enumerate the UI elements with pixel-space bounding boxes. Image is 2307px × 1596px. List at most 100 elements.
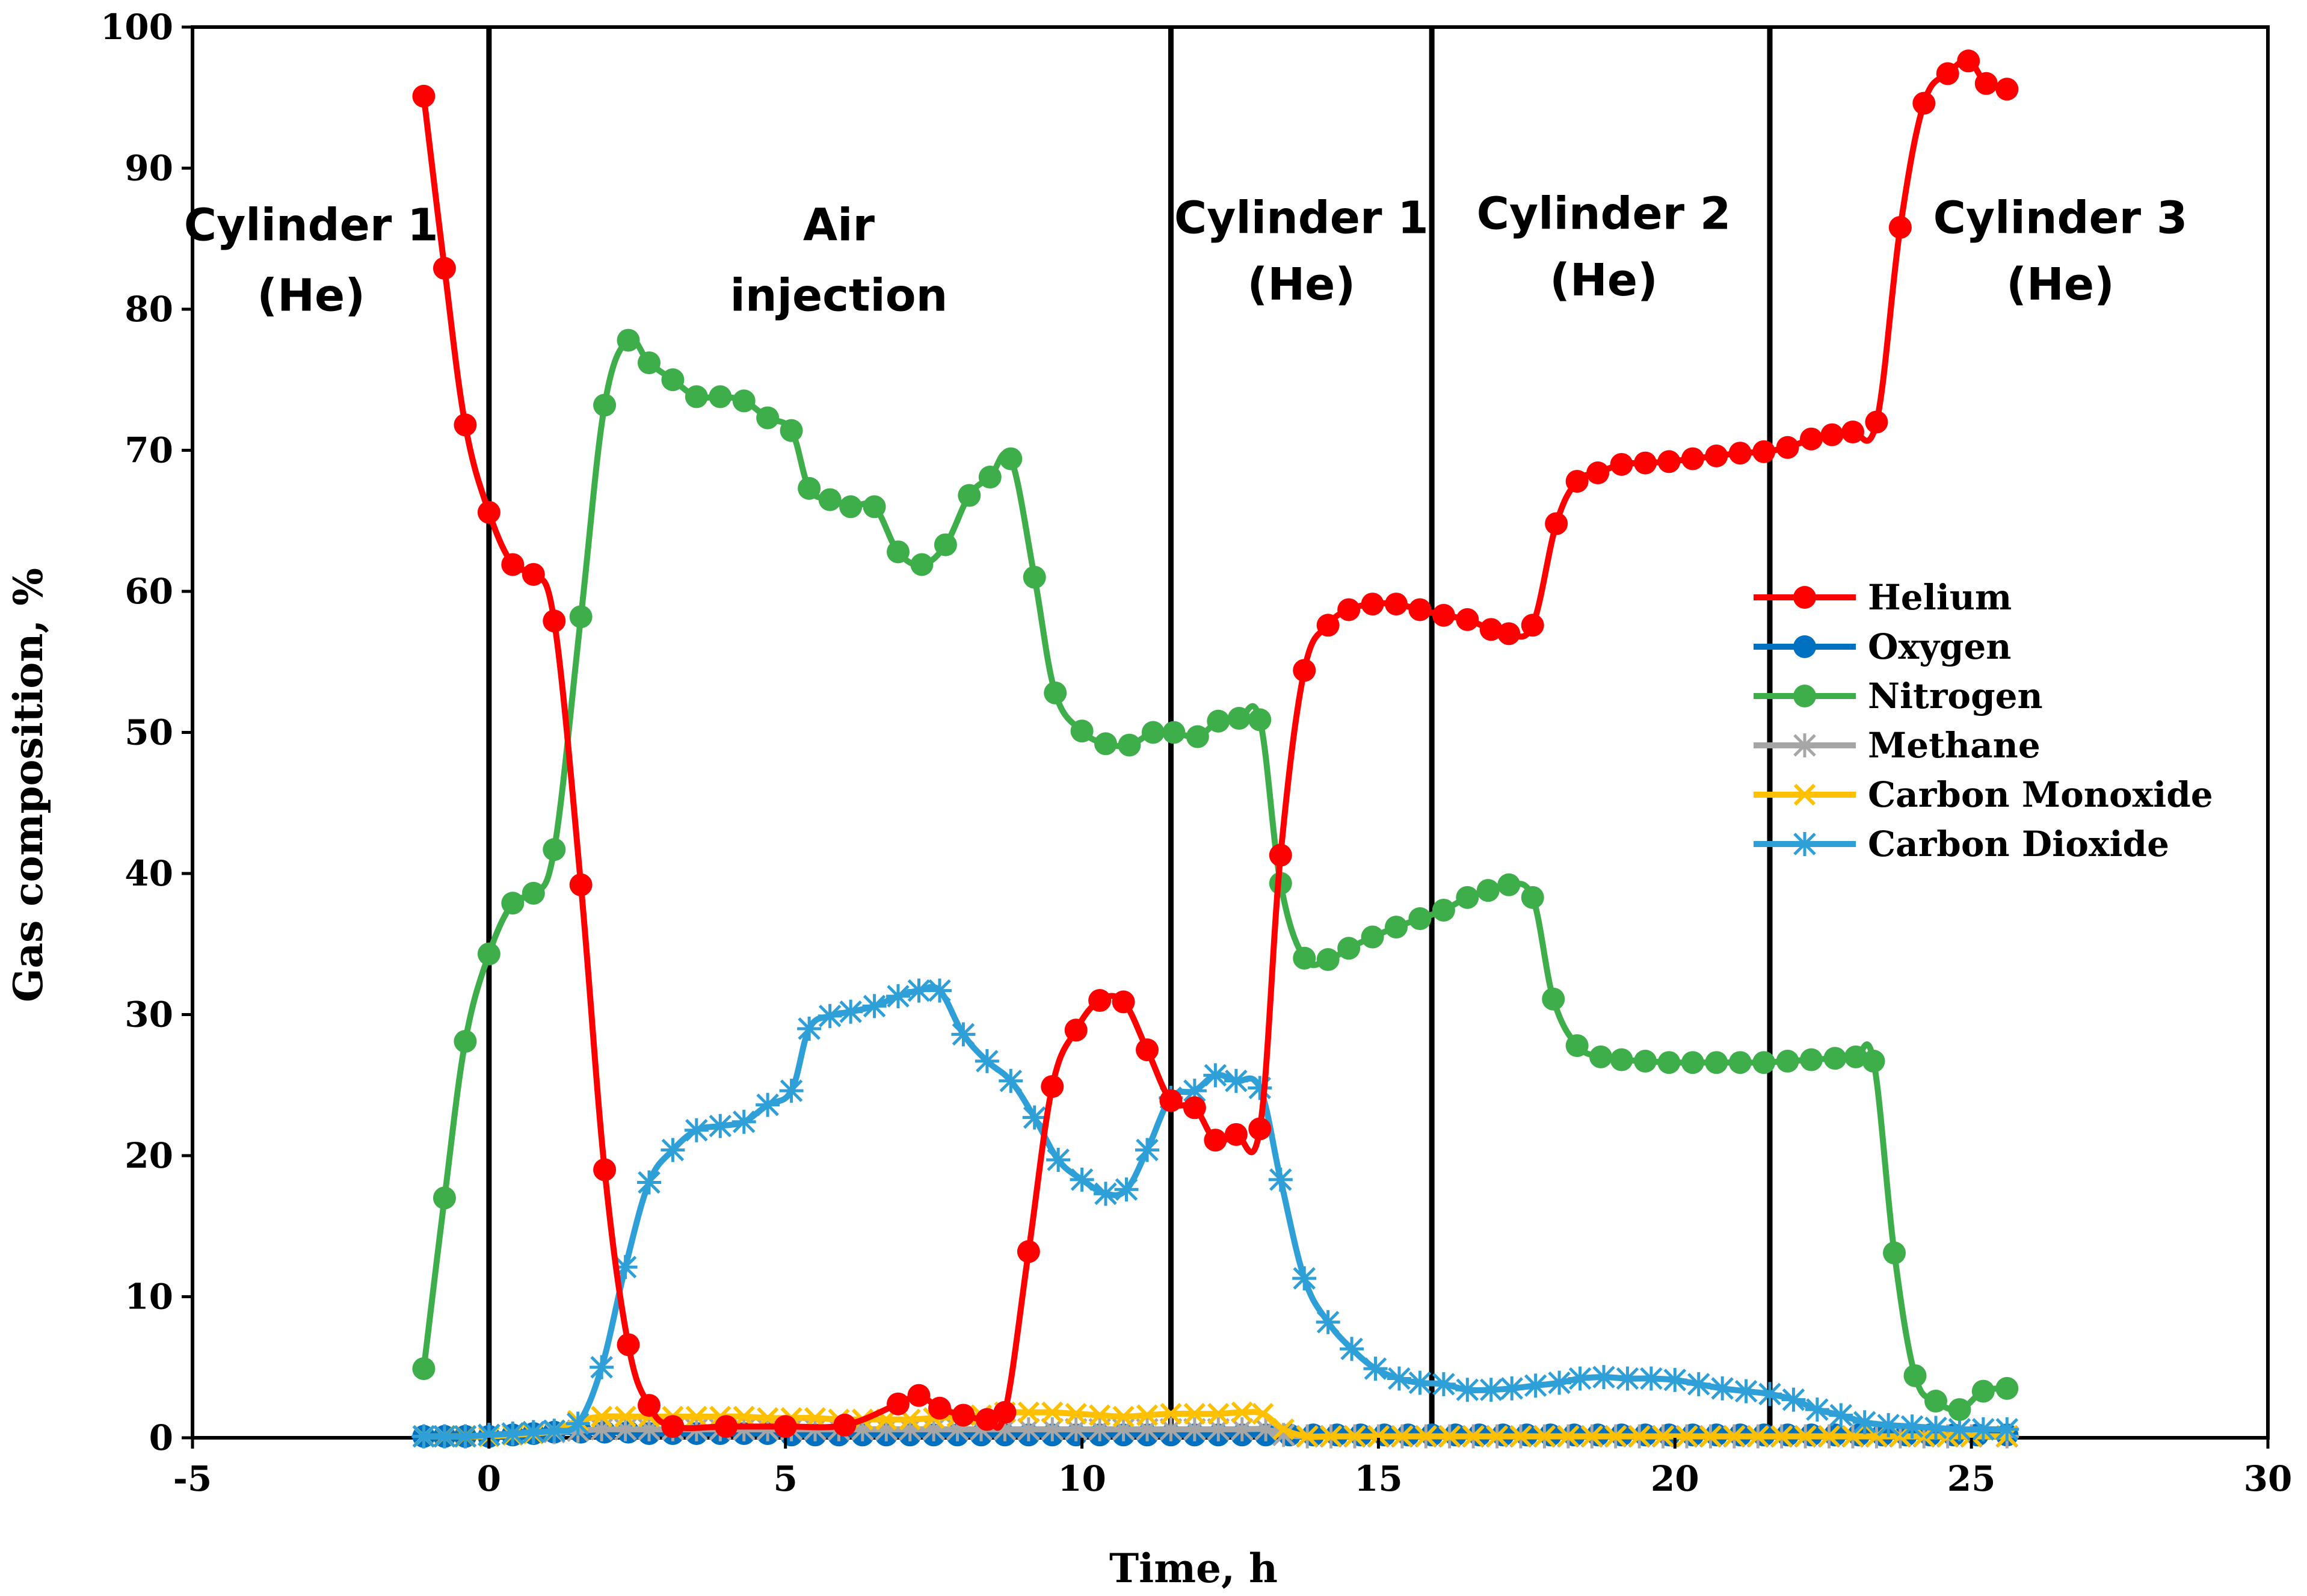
y-tick-label: 40 — [125, 853, 173, 894]
carbon-dioxide-point — [1431, 1372, 1456, 1396]
carbon-dioxide-point — [684, 1118, 709, 1142]
nitrogen-point — [1542, 987, 1565, 1011]
helium-point — [1705, 444, 1728, 467]
helium-point — [1865, 410, 1888, 434]
legend-label: Methane — [1868, 725, 2041, 766]
carbon-dioxide-point — [1781, 1387, 1806, 1412]
nitrogen-point — [1227, 707, 1251, 730]
carbon-monoxide-point — [1581, 1425, 1603, 1447]
carbon-dioxide-point — [1203, 1063, 1228, 1088]
helium-point — [1248, 1117, 1272, 1141]
nitrogen-point — [1883, 1241, 1906, 1265]
carbon-monoxide-point — [1699, 1425, 1722, 1447]
legend-label: Carbon Dioxide — [1868, 824, 2169, 864]
carbon-dioxide-point — [779, 1079, 804, 1103]
helium-point — [1888, 215, 1912, 239]
carbon-dioxide-point — [521, 1420, 546, 1444]
helium-point — [1776, 436, 1799, 459]
carbon-dioxide-point — [1876, 1413, 1901, 1437]
carbon-dioxide-point — [839, 999, 863, 1024]
methane-point — [922, 1417, 946, 1441]
annotation-5-line-1: Cylinder 3 — [1933, 193, 2188, 244]
carbon-dioxide-point — [1479, 1378, 1503, 1402]
carbon-monoxide-point — [1320, 1425, 1342, 1447]
carbon-monoxide-point — [1770, 1425, 1793, 1447]
annotation-2-line-1: Air — [803, 199, 875, 251]
carbon-dioxide-point — [1829, 1403, 1853, 1428]
y-axis-title: Gas composition, % — [5, 568, 52, 1002]
nitrogen-point — [1385, 916, 1408, 939]
helium-point — [1456, 608, 1479, 631]
nitrogen-point — [1634, 1049, 1657, 1073]
legend-label: Oxygen — [1868, 626, 2011, 667]
carbon-monoxide-point — [1557, 1425, 1579, 1447]
methane-point — [637, 1417, 661, 1441]
carbon-monoxide-point — [1136, 1404, 1159, 1426]
nitrogen-point — [522, 881, 545, 905]
y-tick-label: 50 — [125, 712, 173, 753]
nitrogen-point — [1800, 1048, 1823, 1071]
helium-point — [1064, 1018, 1088, 1042]
carbon-monoxide-point — [1841, 1425, 1864, 1447]
carbon-dioxide-point — [1316, 1310, 1340, 1334]
helium-point — [617, 1333, 640, 1357]
carbon-dioxide-point — [1663, 1367, 1687, 1392]
carbon-dioxide-point — [1292, 1266, 1317, 1291]
helium-point — [1995, 78, 2019, 101]
nitrogen-point — [958, 484, 981, 507]
nitrogen-point — [593, 393, 617, 417]
annotation-5-line-2: (He) — [2006, 259, 2114, 310]
methane-point — [1016, 1417, 1041, 1441]
carbon-dioxide-point — [1070, 1167, 1094, 1192]
carbon-monoxide-point — [1652, 1425, 1674, 1447]
carbon-dioxide-point — [1758, 1382, 1782, 1407]
helium-point — [1752, 440, 1776, 463]
helium-point — [454, 413, 477, 437]
series-layer — [411, 49, 2019, 1449]
annotation-2-line-2: injection — [730, 270, 948, 322]
helium-point — [1497, 622, 1521, 645]
helium-point — [1800, 427, 1823, 451]
methane-point — [1159, 1417, 1183, 1441]
methane-point — [850, 1417, 875, 1441]
y-tick-label: 100 — [100, 7, 173, 48]
helium-point — [1316, 614, 1340, 637]
helium-point — [1634, 451, 1657, 475]
legend-label: Carbon Monoxide — [1868, 774, 2213, 815]
nitrogen-point — [1823, 1047, 1847, 1070]
annotation-1-line-1: Cylinder 1 — [184, 199, 439, 251]
legend-label: Nitrogen — [1868, 676, 2043, 716]
helium-point — [1728, 442, 1752, 465]
carbon-dioxide-point — [1363, 1357, 1388, 1381]
helium-point — [1841, 421, 1864, 444]
legend-item-carbon-dioxide: Carbon Dioxide — [1754, 824, 2169, 864]
helium-point — [1385, 593, 1408, 616]
helium-point — [593, 1158, 617, 1182]
carbon-dioxide-point — [951, 1022, 976, 1047]
carbon-dioxide-point — [818, 1003, 842, 1028]
legend-marker — [1793, 586, 1816, 609]
legend-item-methane: Methane — [1754, 725, 2041, 766]
carbon-monoxide-point — [1183, 1403, 1206, 1425]
helium-point — [833, 1413, 857, 1437]
helium-point — [1936, 62, 1959, 85]
nitrogen-point — [978, 466, 1002, 489]
carbon-dioxide-point — [1547, 1370, 1572, 1395]
methane-point — [898, 1417, 922, 1441]
carbon-monoxide-point — [1533, 1425, 1556, 1447]
helium-point — [433, 256, 456, 280]
carbon-dioxide-point — [453, 1424, 478, 1449]
helium-point — [1545, 512, 1568, 535]
nitrogen-point — [1023, 565, 1046, 589]
methane-point — [1206, 1417, 1231, 1441]
nitrogen-point — [433, 1186, 456, 1210]
carbon-dioxide-point — [862, 994, 887, 1018]
carbon-dioxide-point — [907, 978, 931, 1003]
carbon-monoxide-point — [1723, 1425, 1745, 1447]
methane-point — [1111, 1417, 1136, 1441]
helium-point — [501, 553, 525, 576]
carbon-dioxide-point — [1615, 1366, 1640, 1391]
y-tick-label: 70 — [125, 430, 173, 471]
carbon-dioxide-point — [1455, 1378, 1480, 1402]
carbon-dioxide-point — [1686, 1372, 1711, 1396]
